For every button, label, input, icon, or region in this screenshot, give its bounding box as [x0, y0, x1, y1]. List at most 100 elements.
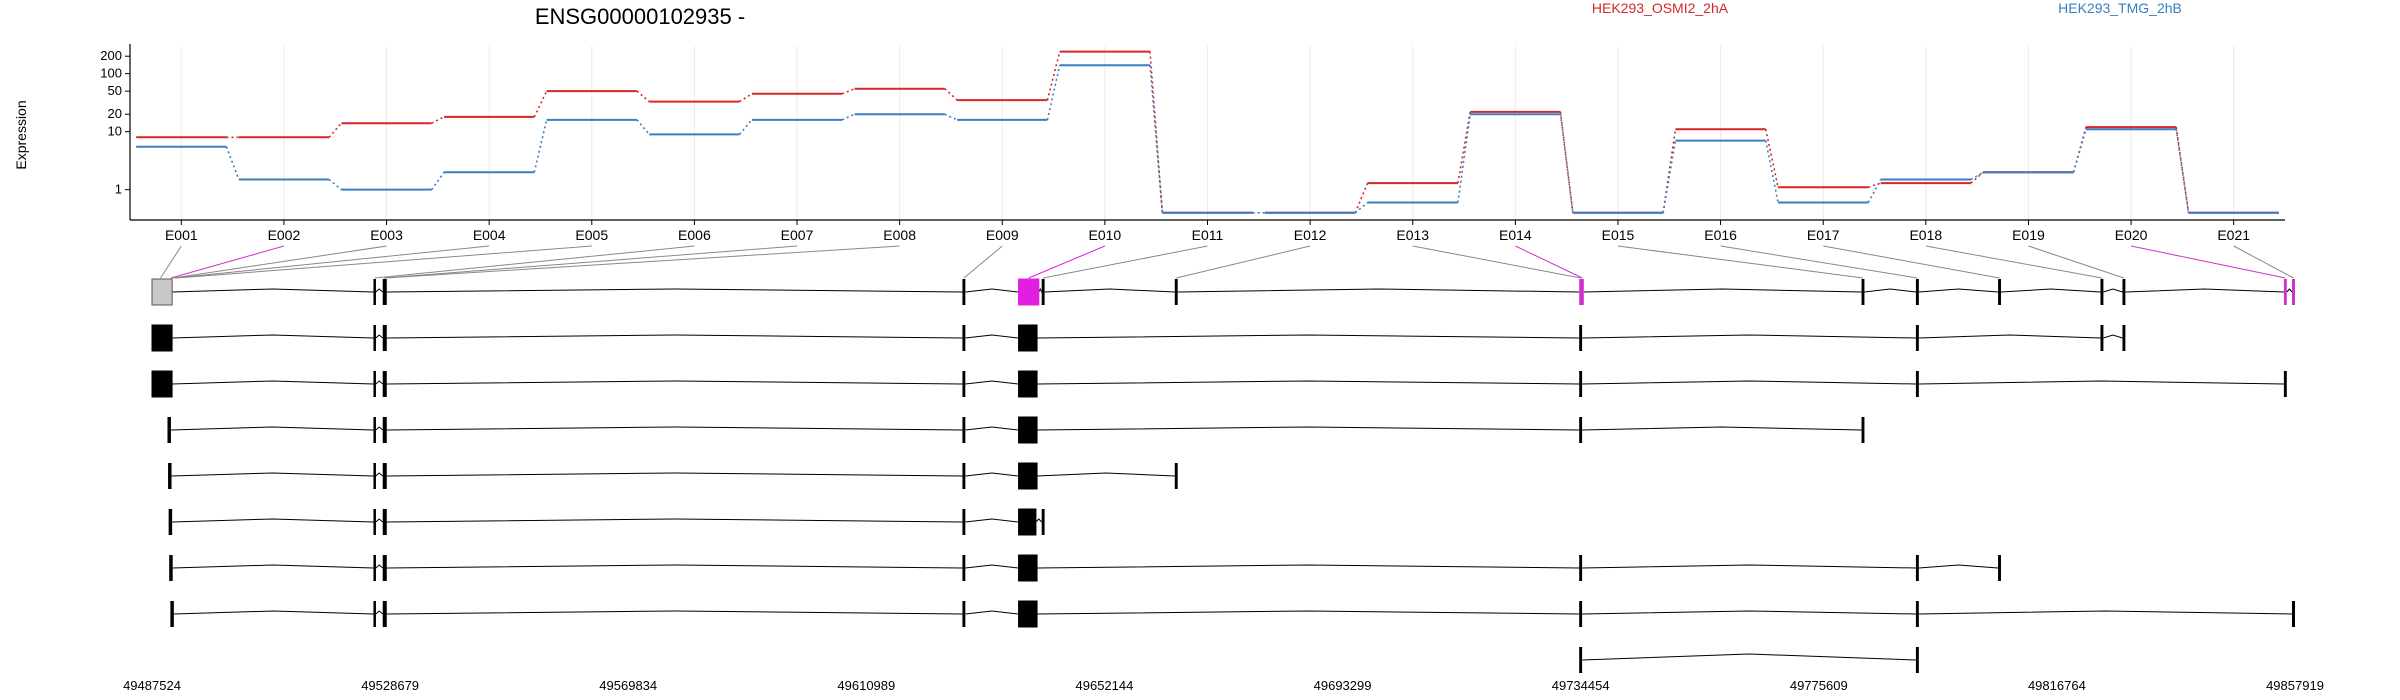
exon-connector: [1720, 245, 1918, 279]
x-tick-label: E011: [1192, 227, 1224, 243]
exon-connector: [1043, 245, 1208, 279]
exon-block: [382, 279, 387, 305]
intron-line: [173, 610, 374, 615]
intron-line: [1918, 610, 2293, 615]
intron-line: [1177, 288, 1580, 293]
series-layer: [136, 50, 2279, 214]
exon-block: [151, 370, 173, 398]
data-connector: [431, 116, 445, 124]
intron-line: [1037, 334, 1580, 339]
x-tick-label: E002: [268, 227, 301, 243]
data-connector: [1970, 171, 1984, 181]
exon-connector: [383, 245, 798, 279]
intron-line: [1037, 610, 1580, 615]
exon-block: [382, 463, 387, 489]
exon-block: [962, 555, 966, 581]
exon-connector: [1176, 245, 1311, 279]
intron-line: [2000, 288, 2101, 293]
exon-connector: [2130, 245, 2286, 279]
chart-title: ENSG00000102935 -: [535, 4, 745, 29]
intron-line: [375, 610, 384, 615]
x-tick-label: E010: [1089, 227, 1122, 243]
intron-line: [170, 426, 374, 431]
intron-line: [1864, 288, 1916, 293]
exon-block: [1018, 508, 1037, 536]
intron-line: [2286, 288, 2293, 293]
exon-block: [962, 325, 966, 351]
data-connector: [225, 146, 240, 180]
y-tick-label: 1: [115, 182, 122, 197]
exon-block: [1579, 279, 1584, 305]
exon-block: [373, 371, 376, 397]
data-connector: [1764, 140, 1779, 203]
intron-line: [1035, 518, 1043, 523]
exon-block: [1861, 279, 1865, 305]
transcript-7: [169, 554, 2001, 582]
legend-series-1: HEK293_OSMI2_2hA: [1592, 0, 1729, 16]
exon-connector: [1617, 245, 1864, 279]
exon-block: [1041, 509, 1045, 535]
coordinate-label: 49816764: [2028, 678, 2086, 693]
coordinate-label: 49569834: [599, 678, 657, 693]
intron-line: [386, 518, 963, 523]
exon-connector: [174, 245, 490, 279]
x-tick-label: E014: [1499, 227, 1532, 243]
genome-coordinate-axis: 49487524 49528679 49569834 49610989 49652144…: [123, 678, 2324, 693]
x-tick-label: E018: [1909, 227, 1942, 243]
data-connector: [841, 87, 855, 95]
exon-block: [1915, 371, 1919, 397]
data-connector: [1559, 111, 1574, 213]
exon-block: [962, 417, 966, 443]
coordinate-label: 49610989: [837, 678, 895, 693]
intron-line: [1037, 426, 1580, 431]
exon-block: [373, 325, 376, 351]
transcript-2: [151, 324, 2126, 352]
exon-connector: [2233, 245, 2294, 279]
x-tick-label: E015: [1602, 227, 1635, 243]
data-connector: [431, 171, 445, 191]
intron-line: [1918, 288, 1999, 293]
data-connector: [1149, 65, 1164, 213]
exon-block: [1998, 555, 2001, 581]
x-tick-label: E004: [473, 227, 506, 243]
coordinate-label: 49693299: [1314, 678, 1372, 693]
exon-block: [382, 555, 387, 581]
y-axis: 1 10 20 50 100 200: [100, 44, 131, 220]
transcript-3: [151, 370, 2287, 398]
data-connector: [841, 113, 855, 121]
transcript-8: [170, 600, 2295, 628]
transcript-1: [151, 278, 2295, 306]
x-axis: E001 E002 E003 E004 E005 E006 E007 E008 E009 E010…: [130, 219, 2285, 243]
exon-block: [1579, 371, 1583, 397]
intron-line: [386, 426, 963, 431]
exon-block: [151, 324, 173, 352]
exon-block: [1915, 325, 1919, 351]
intron-line: [965, 380, 1019, 385]
exon-block: [382, 325, 387, 351]
intron-line: [1582, 564, 1916, 569]
x-tick-label: E007: [781, 227, 814, 243]
exon-block: [1018, 278, 1040, 306]
coordinate-label: 49775609: [1790, 678, 1848, 693]
data-connector: [1457, 114, 1471, 203]
exon-block: [1018, 416, 1038, 444]
exon-connector: [1412, 245, 1581, 279]
exon-block: [1018, 370, 1038, 398]
x-tick-label: E016: [1704, 227, 1737, 243]
intron-line: [171, 472, 374, 477]
exon-block: [962, 463, 966, 489]
exon-block: [169, 555, 173, 581]
exon-block: [1915, 279, 1919, 305]
exon-block: [1041, 279, 1045, 305]
transcript-models: [151, 278, 2295, 673]
exon-block: [1579, 647, 1583, 673]
exon-block: [2283, 279, 2287, 305]
y-axis-label: Expression: [13, 100, 29, 169]
x-tick-label: E013: [1396, 227, 1429, 243]
exon-block: [373, 509, 376, 535]
data-connector: [1764, 129, 1779, 188]
intron-line: [386, 564, 963, 569]
intron-line: [965, 288, 1019, 293]
data-connector: [533, 90, 548, 118]
exon-block: [373, 555, 376, 581]
